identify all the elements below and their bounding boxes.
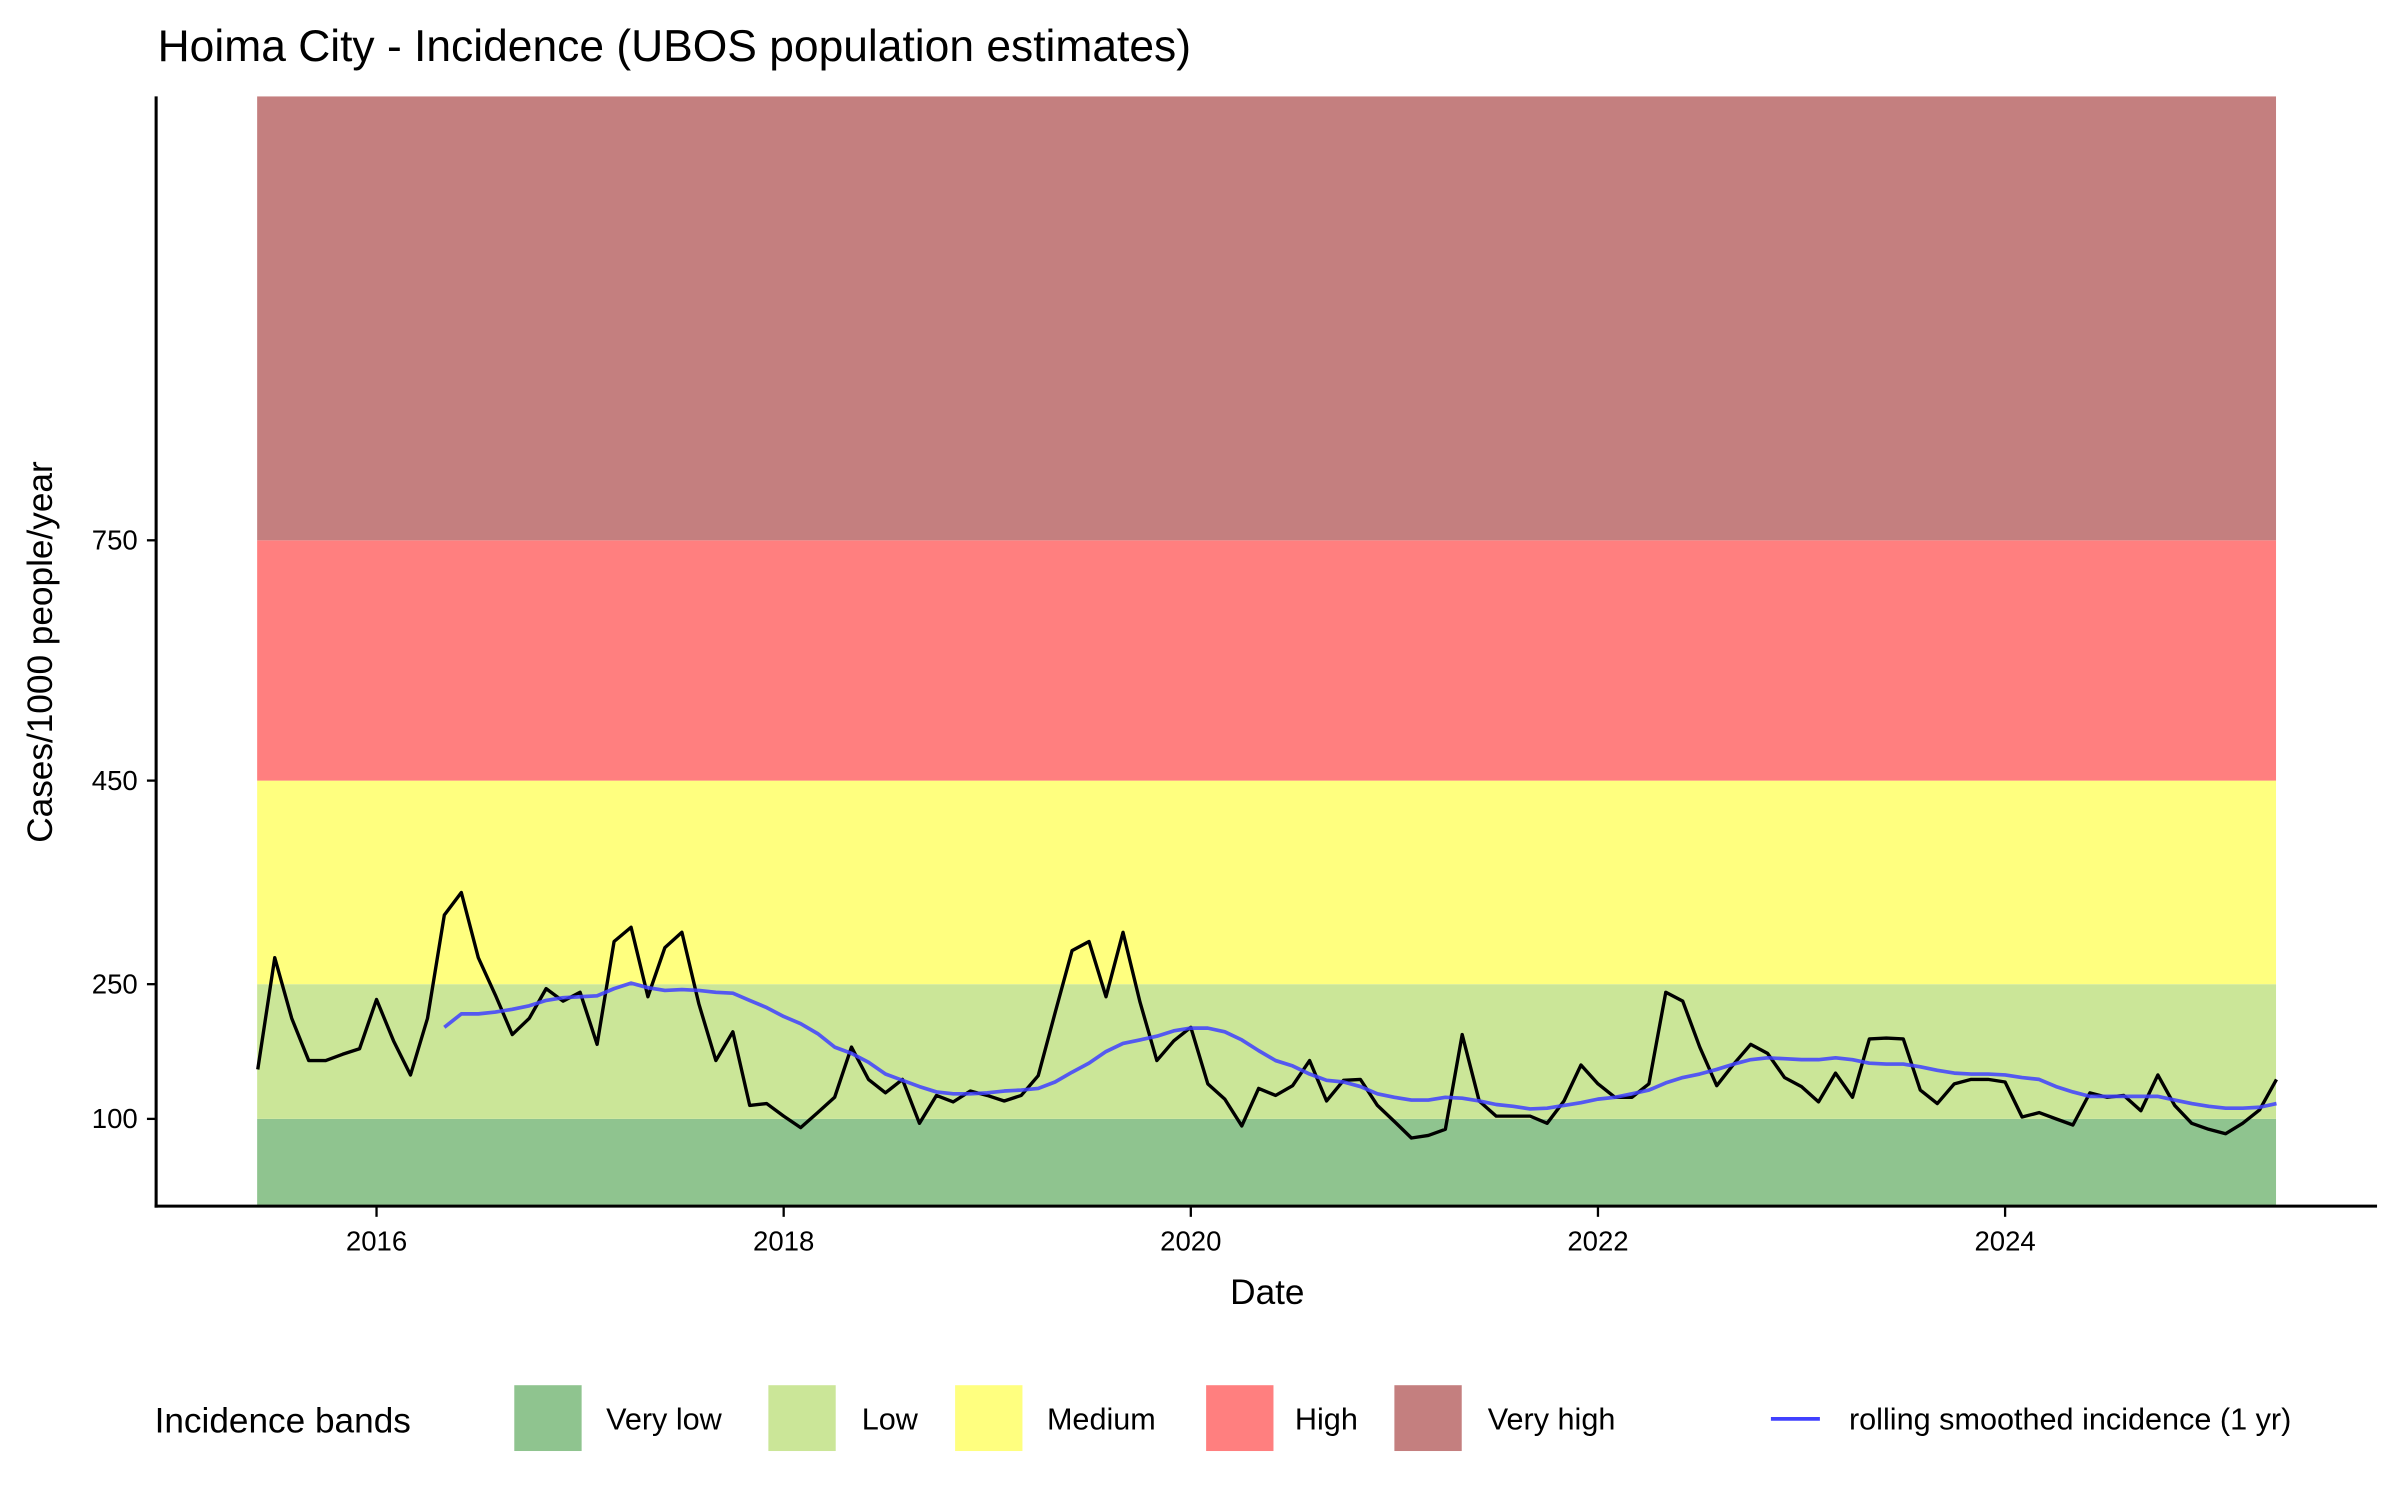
legend-title: Incidence bands bbox=[155, 1402, 411, 1441]
band-very-high bbox=[257, 96, 2277, 541]
legend-label: rolling smoothed incidence (1 yr) bbox=[1849, 1403, 2291, 1437]
legend-key-medium bbox=[955, 1385, 1023, 1452]
legend-label: Very high bbox=[1488, 1403, 1616, 1437]
series-lines bbox=[256, 890, 2278, 1140]
band-medium bbox=[257, 780, 2277, 985]
y-axis-label: Cases/1000 people/year bbox=[21, 461, 60, 843]
x-tick-label: 2018 bbox=[753, 1226, 814, 1257]
chart-title: Hoima City - Incidence (UBOS population … bbox=[158, 22, 1191, 71]
legend-label: Very low bbox=[606, 1403, 723, 1437]
y-tick-label: 250 bbox=[92, 968, 138, 999]
band-very-low bbox=[257, 1118, 2277, 1207]
legend: Incidence bands Very low Low Medium High Ver… bbox=[155, 1385, 2291, 1452]
incidence-line bbox=[256, 890, 2278, 1140]
legend-label: Medium bbox=[1047, 1403, 1156, 1437]
band-low bbox=[257, 984, 2277, 1119]
legend-key-very-high bbox=[1394, 1385, 1462, 1452]
legend-key-low bbox=[768, 1385, 836, 1452]
y-tick-label: 100 bbox=[92, 1103, 138, 1134]
x-tick-label: 2022 bbox=[1567, 1226, 1628, 1257]
legend-key-high bbox=[1206, 1385, 1274, 1452]
x-tick-label: 2020 bbox=[1160, 1226, 1221, 1257]
y-axis-ticks: 100 250 450 750 bbox=[92, 524, 157, 1134]
x-tick-label: 2024 bbox=[1974, 1226, 2035, 1257]
legend-key-very-low bbox=[514, 1385, 582, 1452]
legend-label: High bbox=[1295, 1403, 1358, 1437]
legend-label: Low bbox=[862, 1403, 919, 1437]
band-high bbox=[257, 540, 2277, 781]
rolling-smoothed-line bbox=[443, 981, 2277, 1111]
x-tick-label: 2016 bbox=[346, 1226, 407, 1257]
x-axis-label: Date bbox=[1230, 1273, 1304, 1312]
incidence-bands bbox=[257, 96, 2277, 1207]
x-axis-ticks: 2016 2018 2020 2022 2024 bbox=[346, 1206, 2036, 1257]
y-tick-label: 450 bbox=[92, 765, 138, 796]
y-tick-label: 750 bbox=[92, 524, 138, 555]
